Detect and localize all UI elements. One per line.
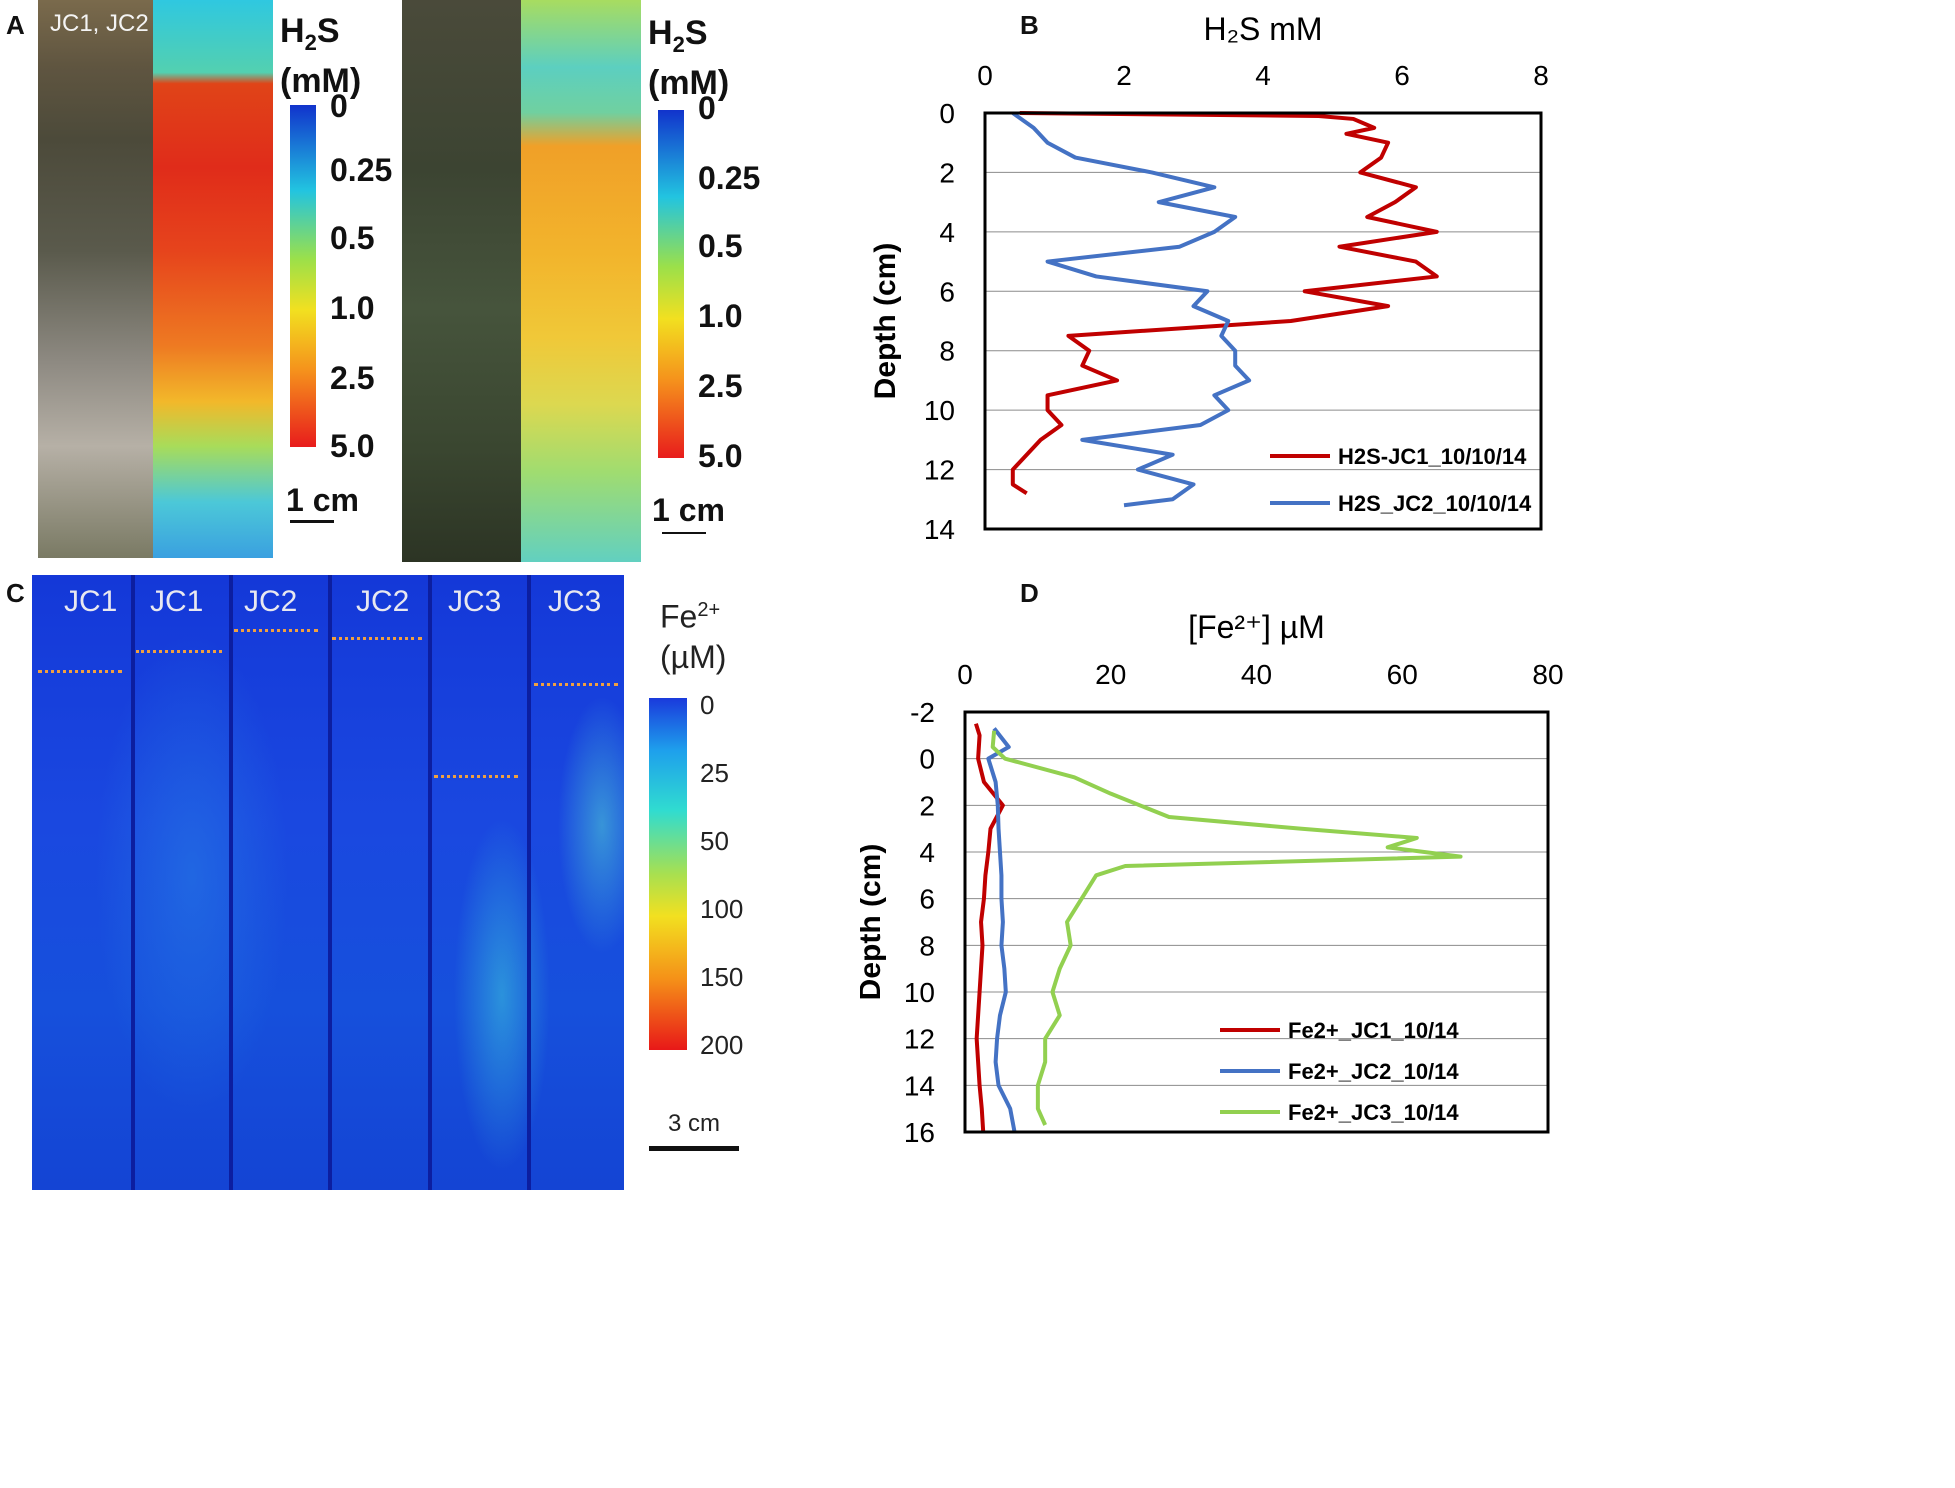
fe-colorbar-title: Fe2+ (µM): [660, 598, 727, 675]
colorbar-tick: 0.5: [330, 220, 375, 256]
x-axis-title: H₂S mM: [1203, 11, 1322, 47]
x-axis-title: [Fe²⁺] µM: [1188, 609, 1325, 645]
colorbar-title-left: H2S (mM): [280, 12, 362, 100]
y-tick-label: 12: [904, 1024, 935, 1055]
legend-label: Fe2+_JC1_10/14: [1288, 1018, 1459, 1043]
legend-label: H2S_JC2_10/10/14: [1338, 491, 1532, 516]
colorbar-title-right: H2S (mM): [648, 14, 730, 102]
y-tick-label: 12: [924, 455, 955, 486]
y-tick-label: 4: [919, 837, 935, 868]
fe-scale-bar-label: 3 cm: [668, 1110, 721, 1137]
h2s-colorbar-right: [658, 110, 684, 458]
colorbar-tick: 0: [698, 90, 716, 126]
colorbar-tick: 5.0: [698, 438, 743, 474]
colorbar-tick: 2.5: [330, 360, 375, 396]
panel-letter-a: A: [6, 10, 25, 40]
y-tick-label: 0: [939, 98, 955, 129]
y-tick-label: 8: [939, 336, 955, 367]
fe-scale-bar: [649, 1146, 739, 1151]
scale-bar-label: 1 cm: [286, 482, 359, 518]
colorbar-tick: 1.0: [698, 298, 743, 334]
h2s-colorbar-left: [290, 105, 316, 447]
x-tick-label: 0: [977, 60, 993, 91]
fe-colorbar-tick: 25: [700, 758, 729, 788]
scale-bar: [662, 532, 706, 534]
strip-label: JC2: [244, 585, 298, 618]
panel-letter-b: B: [1020, 10, 1039, 40]
fe-colorbar: [649, 698, 687, 1050]
series-line-2: [990, 730, 1463, 1126]
y-tick-label: 0: [919, 744, 935, 775]
strip-label: JC2: [356, 585, 410, 618]
y-tick-label: 4: [939, 217, 955, 248]
fe-colorbar-tick: 0: [700, 690, 715, 720]
y-tick-label: 14: [904, 1070, 935, 1101]
y-tick-label: 10: [924, 395, 955, 426]
legend-label: Fe2+_JC2_10/14: [1288, 1059, 1459, 1084]
h2s-image-jc2: [521, 0, 641, 562]
y-tick-label: 6: [919, 884, 935, 915]
sediment-photo-right: [402, 0, 522, 562]
y-tick-label: 6: [939, 276, 955, 307]
fe-colorbar-tick: 150: [700, 962, 744, 992]
strip-label: JC1: [64, 585, 118, 618]
plot-frame: [983, 111, 1543, 531]
x-tick-label: 20: [1095, 659, 1126, 690]
plot-frame: [963, 710, 1550, 1134]
panel-letter-d: D: [1020, 578, 1039, 608]
y-tick-label: 2: [939, 157, 955, 188]
strip-label: JC1: [150, 585, 204, 618]
scale-bar: [290, 520, 334, 523]
y-tick-label: -2: [910, 697, 935, 728]
legend-label: H2S-JC1_10/10/14: [1338, 444, 1527, 469]
colorbar-tick: 0: [330, 88, 348, 124]
fe-image: [32, 575, 624, 1190]
colorbar-tick: 0.5: [698, 228, 743, 264]
x-tick-label: 8: [1533, 60, 1549, 91]
colorbar-tick: 2.5: [698, 368, 743, 404]
fe-depth-chart: 0 20 40 60 80 -2 0 2 4 6 8 10 12 14 16 [Fe²⁺] µM Depth (…: [860, 609, 1564, 1148]
y-axis-title: Depth (cm): [869, 243, 902, 400]
y-tick-label: 2: [919, 790, 935, 821]
y-tick-label: 10: [904, 977, 935, 1008]
colorbar-tick: 5.0: [330, 428, 375, 464]
series-line-0: [974, 723, 1005, 1133]
y-tick-label: 8: [919, 930, 935, 961]
h2s-image-jc1: [153, 0, 273, 558]
fe-colorbar-tick: 100: [700, 894, 744, 924]
y-axis-title: Depth (cm): [860, 844, 887, 1001]
fe-colorbar-tick: 200: [700, 1030, 744, 1060]
series-line-0: [1010, 111, 1439, 496]
scale-bar-label: 1 cm: [652, 492, 725, 528]
colorbar-tick: 1.0: [330, 290, 375, 326]
y-tick-label: 14: [924, 514, 955, 545]
x-tick-label: 40: [1241, 659, 1272, 690]
sediment-photo: JC1, JC2: [38, 0, 155, 558]
colorbar-tick: 0.25: [330, 152, 393, 188]
fe-colorbar-tick: 50: [700, 826, 729, 856]
x-tick-label: 6: [1394, 60, 1410, 91]
y-tick-label: 16: [904, 1117, 935, 1148]
x-tick-label: 60: [1387, 659, 1418, 690]
x-tick-label: 0: [957, 659, 973, 690]
series-line-1: [986, 727, 1017, 1133]
strip-label: JC3: [448, 585, 502, 618]
series-line-1: [1011, 111, 1252, 508]
legend-label: Fe2+_JC3_10/14: [1288, 1100, 1459, 1125]
photo-label: JC1, JC2: [50, 10, 149, 37]
strip-label: JC3: [548, 585, 602, 618]
panel-letter-c: C: [6, 578, 25, 608]
x-tick-label: 2: [1116, 60, 1132, 91]
colorbar-tick: 0.25: [698, 160, 761, 196]
x-tick-label: 4: [1255, 60, 1271, 91]
x-tick-label: 80: [1532, 659, 1563, 690]
h2s-depth-chart: 0 2 4 6 8 0 2 4 6 8 10 12 14 H₂S mM Depth (cm) H2S-JC1_…: [869, 11, 1549, 545]
